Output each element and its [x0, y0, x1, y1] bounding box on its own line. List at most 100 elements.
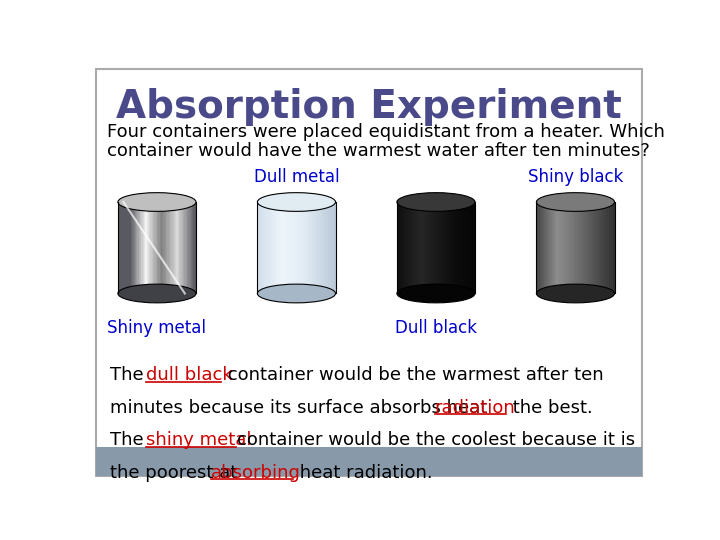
Bar — [424, 202, 427, 293]
Bar — [171, 202, 173, 293]
Bar — [150, 202, 153, 293]
Bar — [611, 202, 613, 293]
Text: the best.: the best. — [508, 399, 593, 417]
Bar — [607, 202, 609, 293]
Bar — [328, 202, 330, 293]
Bar — [407, 202, 409, 293]
Bar — [138, 202, 139, 293]
Bar — [284, 202, 287, 293]
Bar — [544, 202, 546, 293]
Bar — [418, 202, 421, 293]
Bar — [167, 202, 169, 293]
Bar — [434, 202, 436, 293]
Bar — [265, 202, 268, 293]
Bar — [448, 202, 450, 293]
Text: container would have the warmest water after ten minutes?: container would have the warmest water a… — [107, 141, 649, 160]
Ellipse shape — [118, 193, 196, 211]
Bar — [258, 202, 260, 293]
Text: Shiny black: Shiny black — [528, 168, 623, 186]
FancyBboxPatch shape — [96, 447, 642, 476]
Ellipse shape — [118, 284, 196, 303]
Bar — [405, 202, 408, 293]
Bar — [141, 202, 143, 293]
Bar — [459, 202, 462, 293]
Bar — [585, 202, 588, 293]
Bar — [436, 202, 438, 293]
Bar — [133, 202, 135, 293]
Ellipse shape — [258, 193, 336, 211]
Text: absorbing: absorbing — [211, 463, 301, 482]
Bar — [166, 202, 168, 293]
Bar — [168, 202, 171, 293]
Text: shiny metal: shiny metal — [146, 431, 252, 449]
Bar — [131, 202, 132, 293]
Bar — [136, 202, 138, 293]
Bar — [580, 202, 582, 293]
Bar — [178, 202, 180, 293]
Bar — [174, 202, 176, 293]
Bar — [273, 202, 276, 293]
Bar — [567, 202, 570, 293]
Bar — [191, 202, 193, 293]
Ellipse shape — [536, 284, 615, 303]
Bar — [152, 202, 153, 293]
Bar — [186, 202, 187, 293]
Bar — [577, 202, 580, 293]
Bar — [158, 202, 160, 293]
Bar — [558, 202, 560, 293]
Bar — [599, 202, 601, 293]
Bar — [432, 202, 435, 293]
Bar — [170, 202, 172, 293]
Bar — [536, 202, 539, 293]
Bar — [277, 202, 279, 293]
Bar — [298, 202, 301, 293]
Bar — [449, 202, 452, 293]
Bar — [300, 202, 303, 293]
Text: heat radiation.: heat radiation. — [294, 463, 432, 482]
Bar — [312, 202, 315, 293]
Bar — [275, 202, 277, 293]
Bar — [539, 202, 541, 293]
Bar — [314, 202, 317, 293]
Bar — [426, 202, 428, 293]
Bar — [160, 202, 161, 293]
Bar — [416, 202, 419, 293]
Bar — [120, 202, 122, 293]
Bar — [325, 202, 328, 293]
Bar — [187, 202, 189, 293]
Bar — [145, 202, 147, 293]
Bar — [157, 202, 159, 293]
Bar — [294, 202, 297, 293]
Bar — [473, 202, 476, 293]
Bar — [305, 202, 307, 293]
Bar — [572, 202, 574, 293]
Bar — [597, 202, 600, 293]
Text: radiation: radiation — [435, 399, 516, 417]
Bar — [462, 202, 464, 293]
Bar — [442, 202, 444, 293]
Bar — [118, 202, 120, 293]
Bar — [570, 202, 572, 293]
Bar — [135, 202, 137, 293]
Bar — [128, 202, 130, 293]
Bar — [176, 202, 179, 293]
Bar — [591, 202, 593, 293]
Bar — [156, 202, 158, 293]
Text: The: The — [109, 431, 149, 449]
Bar — [184, 202, 186, 293]
Bar — [153, 202, 155, 293]
Bar — [183, 202, 185, 293]
Bar — [181, 202, 184, 293]
Bar — [194, 202, 195, 293]
Bar — [444, 202, 446, 293]
Bar — [125, 202, 126, 293]
Bar — [550, 202, 552, 293]
Bar — [194, 202, 197, 293]
FancyBboxPatch shape — [96, 69, 642, 476]
Bar — [283, 202, 285, 293]
Bar — [401, 202, 403, 293]
Bar — [316, 202, 318, 293]
Text: dull black: dull black — [146, 366, 233, 384]
Text: minutes because its surface absorbs heat: minutes because its surface absorbs heat — [109, 399, 492, 417]
Bar — [601, 202, 603, 293]
